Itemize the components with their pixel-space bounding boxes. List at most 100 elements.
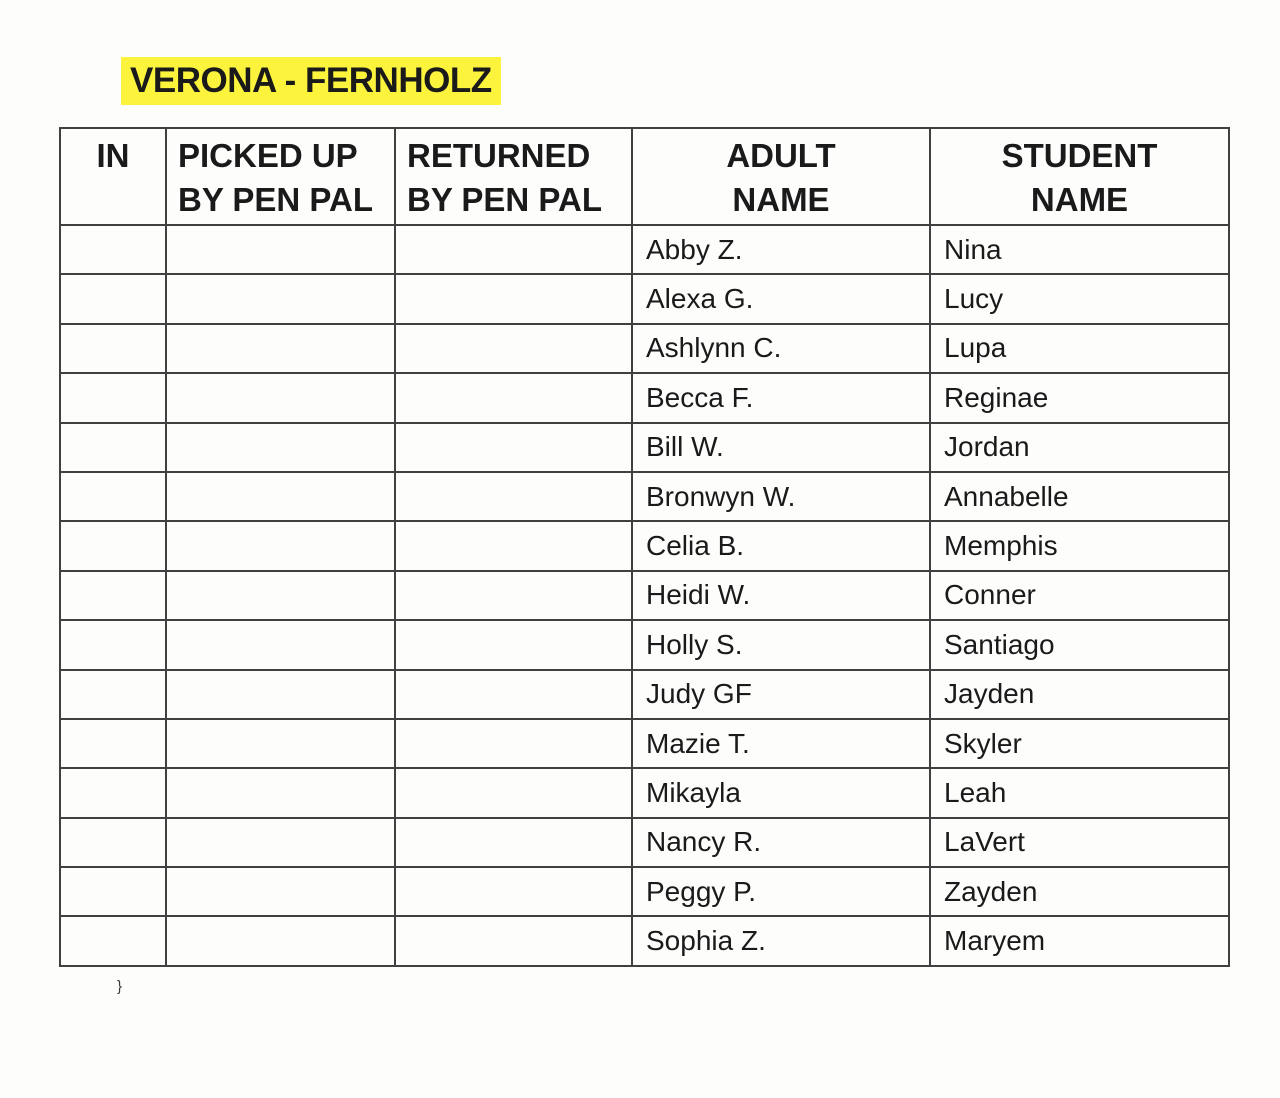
table-row: Mikayla Leah <box>59 767 1230 819</box>
table-row: Bill W. Jordan <box>59 421 1230 473</box>
student-name-cell: Leah <box>929 767 1230 819</box>
picked-up-cell <box>165 717 396 770</box>
adult-name-cell: Alexa G. <box>631 273 931 325</box>
picked-up-cell <box>165 619 396 671</box>
picked-up-cell <box>165 223 396 276</box>
returned-cell <box>394 767 633 819</box>
table-row: Nancy R. LaVert <box>59 816 1230 869</box>
returned-cell <box>394 372 633 424</box>
header-returned-line1: RETURNED <box>407 137 591 174</box>
adult-name-cell: Mazie T. <box>631 717 931 770</box>
returned-cell <box>394 717 633 770</box>
returned-cell <box>394 816 633 869</box>
adult-name-cell: Ashlynn C. <box>631 322 931 375</box>
table-row: Ashlynn C. Lupa <box>59 322 1230 375</box>
table-header: IN PICKED UP BY PEN PAL RETURNED BY PEN … <box>59 127 1230 226</box>
in-cell <box>59 816 167 869</box>
table-row: Peggy P. Zayden <box>59 866 1230 918</box>
header-student-name: STUDENT NAME <box>929 127 1230 226</box>
student-name-cell: Reginae <box>929 372 1230 424</box>
table-row: Bronwyn W. Annabelle <box>59 470 1230 523</box>
header-student-line1: STUDENT <box>1001 137 1158 174</box>
table-row: Heidi W. Conner <box>59 569 1230 622</box>
student-name-cell: Annabelle <box>929 470 1230 523</box>
returned-cell <box>394 619 633 671</box>
picked-up-cell <box>165 421 396 473</box>
table-row: Holly S. Santiago <box>59 619 1230 671</box>
student-name-cell: Conner <box>929 569 1230 622</box>
student-name-cell: Santiago <box>929 619 1230 671</box>
returned-cell <box>394 470 633 523</box>
table-row: Abby Z. Nina <box>59 223 1230 276</box>
student-name-cell: Nina <box>929 223 1230 276</box>
returned-cell <box>394 223 633 276</box>
header-returned-line2: BY PEN PAL <box>407 181 602 218</box>
returned-cell <box>394 273 633 325</box>
student-name-cell: Memphis <box>929 520 1230 572</box>
adult-name-cell: Sophia Z. <box>631 915 931 967</box>
table-row: Sophia Z. Maryem <box>59 915 1230 967</box>
table-row: Alexa G. Lucy <box>59 273 1230 325</box>
table-row: Becca F. Reginae <box>59 372 1230 424</box>
picked-up-cell <box>165 372 396 424</box>
student-name-cell: Zayden <box>929 866 1230 918</box>
in-cell <box>59 421 167 473</box>
header-returned: RETURNED BY PEN PAL <box>394 127 633 226</box>
page-title: VERONA - FERNHOLZ <box>121 57 501 105</box>
header-in: IN <box>59 127 167 226</box>
stray-brace-mark: } <box>117 978 123 995</box>
header-picked-up-line2: BY PEN PAL <box>178 181 373 218</box>
picked-up-cell <box>165 569 396 622</box>
student-name-cell: LaVert <box>929 816 1230 869</box>
returned-cell <box>394 866 633 918</box>
student-name-cell: Skyler <box>929 717 1230 770</box>
in-cell <box>59 767 167 819</box>
returned-cell <box>394 569 633 622</box>
in-cell <box>59 372 167 424</box>
returned-cell <box>394 322 633 375</box>
header-adult-line2: NAME <box>732 181 830 218</box>
adult-name-cell: Heidi W. <box>631 569 931 622</box>
page-title-text: VERONA - FERNHOLZ <box>130 61 492 100</box>
returned-cell <box>394 421 633 473</box>
student-name-cell: Lupa <box>929 322 1230 375</box>
picked-up-cell <box>165 470 396 523</box>
picked-up-cell <box>165 915 396 967</box>
student-name-cell: Jayden <box>929 668 1230 720</box>
adult-name-cell: Becca F. <box>631 372 931 424</box>
table-body: Abby Z. Nina Alexa G. Lucy Ashlynn C. Lu… <box>59 223 1230 967</box>
in-cell <box>59 866 167 918</box>
header-adult-name: ADULT NAME <box>631 127 931 226</box>
picked-up-cell <box>165 866 396 918</box>
adult-name-cell: Bill W. <box>631 421 931 473</box>
adult-name-cell: Judy GF <box>631 668 931 720</box>
student-name-cell: Jordan <box>929 421 1230 473</box>
returned-cell <box>394 668 633 720</box>
adult-name-cell: Peggy P. <box>631 866 931 918</box>
adult-name-cell: Nancy R. <box>631 816 931 869</box>
adult-name-cell: Holly S. <box>631 619 931 671</box>
picked-up-cell <box>165 322 396 375</box>
header-row: IN PICKED UP BY PEN PAL RETURNED BY PEN … <box>59 127 1230 226</box>
header-in-line1: IN <box>96 137 130 174</box>
picked-up-cell <box>165 767 396 819</box>
student-name-cell: Maryem <box>929 915 1230 967</box>
adult-name-cell: Bronwyn W. <box>631 470 931 523</box>
returned-cell <box>394 520 633 572</box>
in-cell <box>59 273 167 325</box>
in-cell <box>59 322 167 375</box>
in-cell <box>59 223 167 276</box>
header-picked-up-line1: PICKED UP <box>178 137 358 174</box>
penpal-signout-table: IN PICKED UP BY PEN PAL RETURNED BY PEN … <box>59 127 1230 967</box>
returned-cell <box>394 915 633 967</box>
picked-up-cell <box>165 668 396 720</box>
adult-name-cell: Celia B. <box>631 520 931 572</box>
table-row: Celia B. Memphis <box>59 520 1230 572</box>
in-cell <box>59 717 167 770</box>
picked-up-cell <box>165 816 396 869</box>
in-cell <box>59 619 167 671</box>
table-row: Mazie T. Skyler <box>59 717 1230 770</box>
in-cell <box>59 915 167 967</box>
adult-name-cell: Abby Z. <box>631 223 931 276</box>
